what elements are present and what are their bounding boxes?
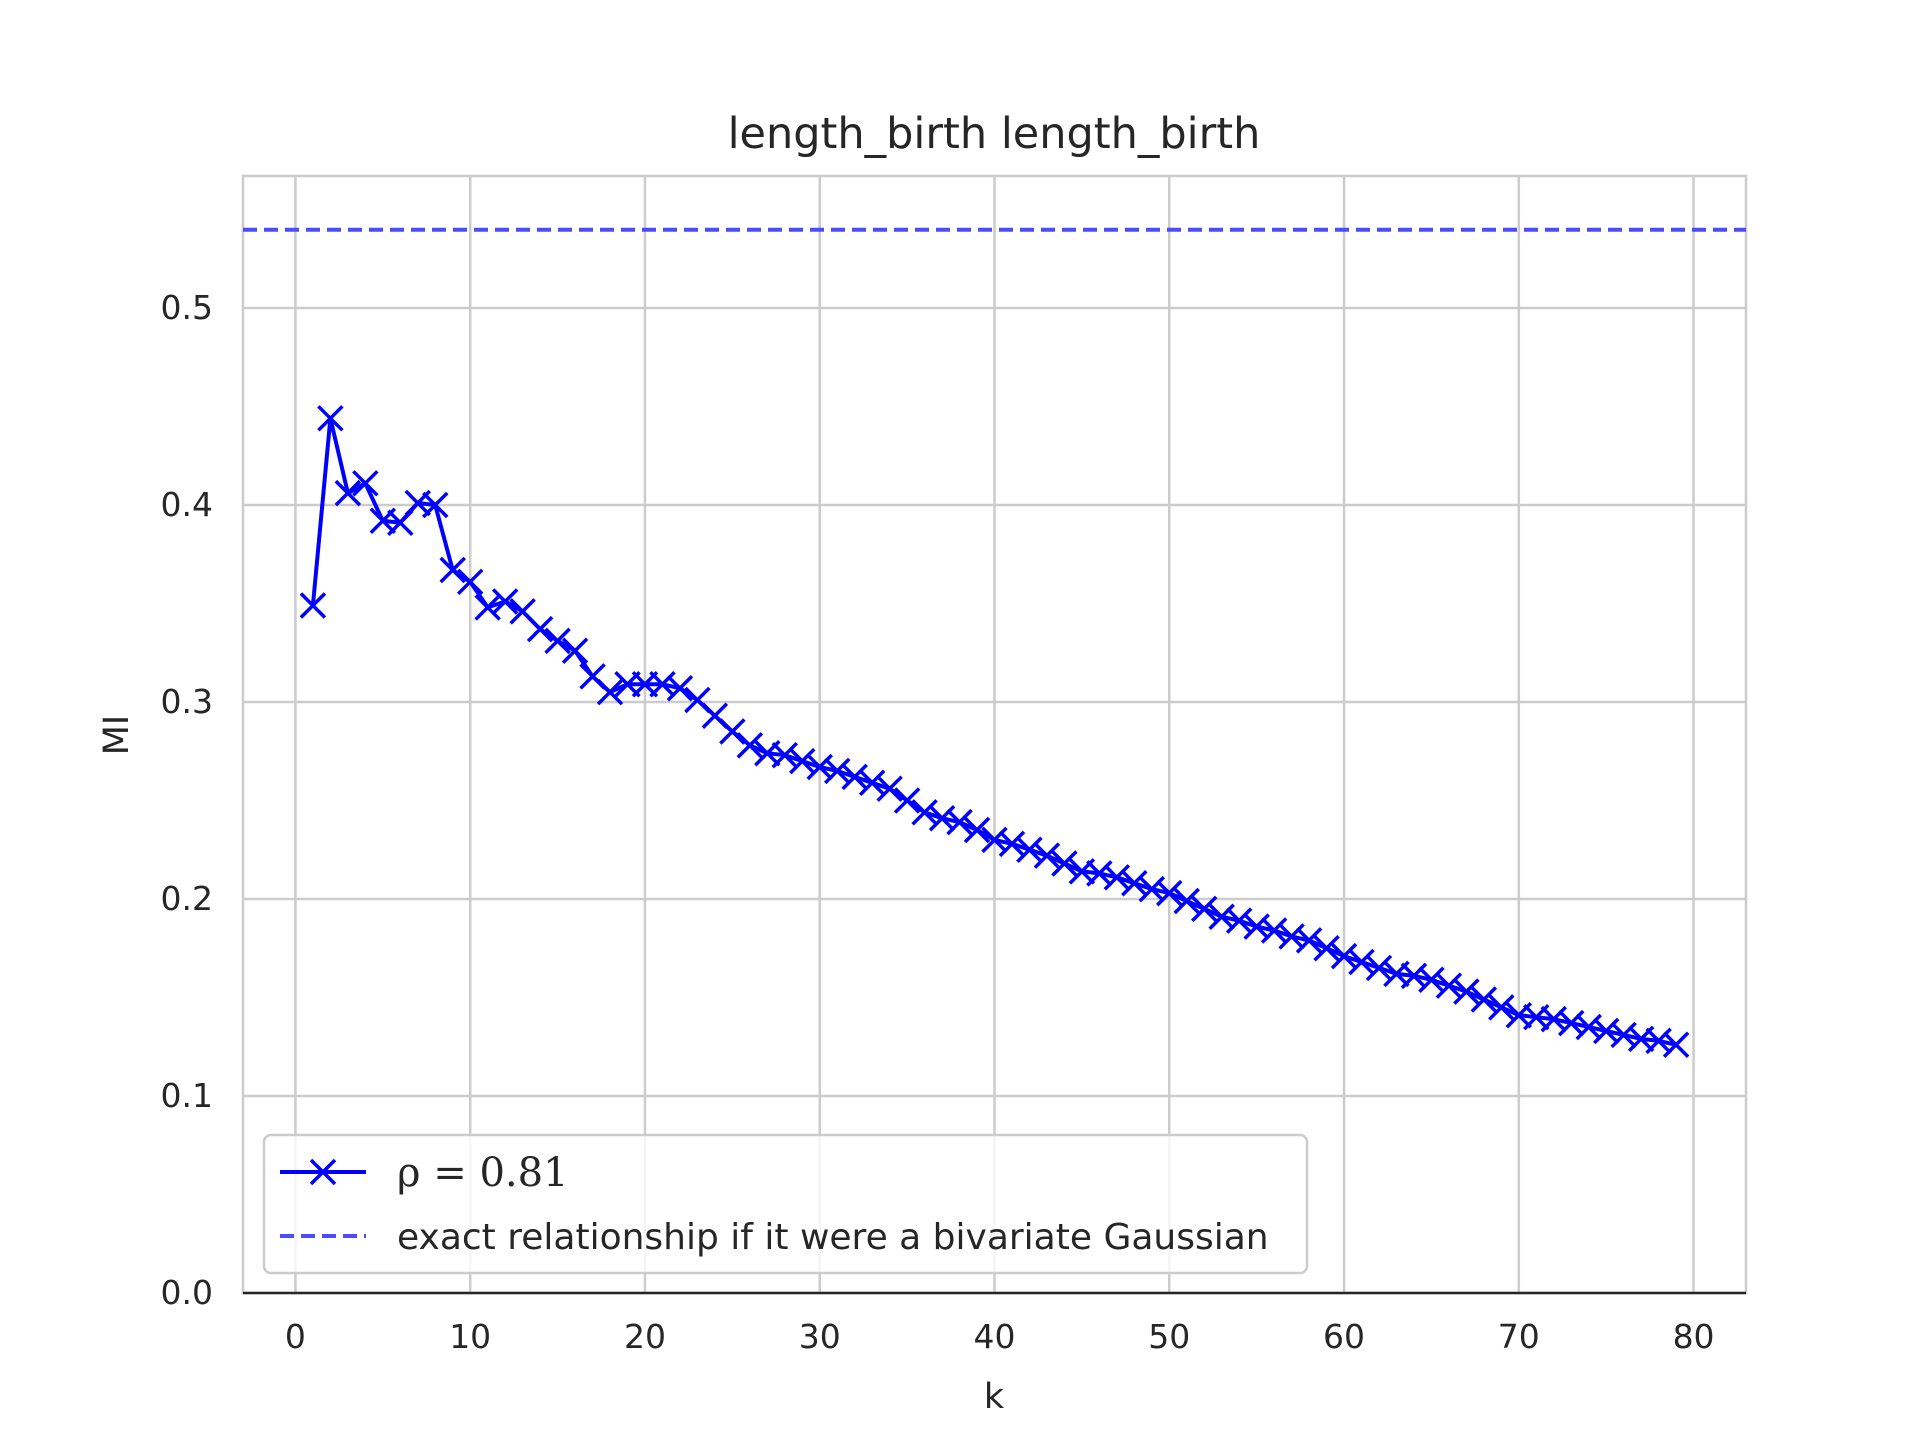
mi-point-marker bbox=[1033, 842, 1061, 869]
x-axis-title: k bbox=[984, 1377, 1005, 1417]
legend: ρ = 0.81 exact relationship if it were a… bbox=[262, 1133, 1309, 1275]
mi-point-marker bbox=[1313, 935, 1340, 962]
mi-point-marker bbox=[841, 763, 868, 791]
mi-point-marker bbox=[544, 627, 571, 655]
mi-point-marker bbox=[1051, 850, 1078, 877]
mi-point-marker bbox=[963, 816, 991, 844]
series-layer bbox=[243, 227, 1746, 1059]
mi-point-marker bbox=[491, 588, 519, 615]
mi-point-marker bbox=[1295, 927, 1323, 954]
x-tick-label: 20 bbox=[624, 1317, 666, 1356]
mi-point-marker bbox=[439, 556, 466, 584]
mi-point-marker bbox=[1488, 994, 1515, 1021]
grid bbox=[243, 176, 1746, 1293]
mi-point-marker bbox=[823, 757, 851, 785]
mi-point-marker bbox=[1121, 869, 1148, 897]
mi-point-marker bbox=[1418, 966, 1445, 994]
mi-point-marker bbox=[352, 470, 379, 497]
mi-point-marker bbox=[858, 769, 886, 797]
mi-point-marker bbox=[1348, 948, 1375, 976]
mi-point-marker bbox=[1173, 887, 1200, 915]
mi-point-marker bbox=[893, 787, 921, 814]
legend-marker-rho bbox=[309, 1158, 337, 1186]
mi-point-marker bbox=[876, 775, 903, 802]
mi-point-marker bbox=[561, 637, 589, 665]
mi-point-marker bbox=[596, 678, 624, 706]
mi-point-marker bbox=[1156, 879, 1183, 907]
legend-label-rho: ρ = 0.81 bbox=[397, 1150, 569, 1196]
y-tick-label: 0.1 bbox=[161, 1076, 213, 1115]
tick-labels: 0 10 20 30 40 50 60 70 80 0.0 0.1 0.2 0.3 0.4 0.5 bbox=[161, 288, 1715, 1356]
mi-point-marker bbox=[1330, 942, 1358, 970]
mi-point-marker bbox=[1190, 895, 1218, 923]
mi-point-marker bbox=[1470, 986, 1498, 1013]
y-tick-label: 0.4 bbox=[161, 485, 213, 524]
x-tick-label: 50 bbox=[1148, 1317, 1190, 1356]
x-tick-label: 0 bbox=[285, 1317, 306, 1356]
mi-point-marker bbox=[456, 568, 484, 596]
mi-point-marker bbox=[1260, 917, 1288, 944]
legend-label-gaussian: exact relationship if it were a bivariat… bbox=[397, 1217, 1269, 1258]
mi-point-marker bbox=[317, 405, 344, 432]
mi-point-marker bbox=[299, 592, 327, 619]
mi-point-marker bbox=[1453, 978, 1480, 1005]
y-tick-label: 0.5 bbox=[161, 288, 213, 327]
y-tick-label: 0.0 bbox=[161, 1273, 213, 1312]
x-tick-label: 40 bbox=[974, 1317, 1016, 1356]
mi-point-marker bbox=[771, 741, 799, 769]
mi-point-marker bbox=[1103, 864, 1131, 891]
mi-point-marker bbox=[719, 718, 746, 745]
x-tick-label: 10 bbox=[449, 1317, 491, 1356]
chart-title: length_birth length_birth bbox=[728, 109, 1261, 159]
mi-point-marker bbox=[998, 830, 1026, 858]
mi-point-marker bbox=[1016, 836, 1043, 863]
y-axis-title: MI bbox=[97, 715, 137, 756]
x-tick-label: 80 bbox=[1673, 1317, 1715, 1356]
mi-point-marker bbox=[789, 747, 816, 775]
legend-frame bbox=[262, 1133, 1309, 1275]
x-tick-label: 70 bbox=[1498, 1317, 1540, 1356]
mi-point-marker bbox=[526, 615, 554, 643]
mi-point-marker bbox=[474, 594, 501, 621]
mi-point-marker bbox=[911, 799, 938, 826]
mi-point-marker bbox=[334, 479, 362, 507]
x-tick-label: 30 bbox=[799, 1317, 841, 1356]
mi-point-marker bbox=[1225, 907, 1253, 934]
mi-point-marker bbox=[1662, 1031, 1690, 1059]
x-tick-label: 60 bbox=[1323, 1317, 1365, 1356]
mi-point-marker bbox=[666, 674, 694, 702]
mi-point-marker bbox=[736, 732, 764, 759]
mi-point-marker bbox=[1365, 954, 1393, 982]
y-tick-label: 0.3 bbox=[161, 682, 213, 721]
y-tick-label: 0.2 bbox=[161, 879, 213, 918]
mi-point-marker bbox=[946, 808, 973, 836]
mi-point-marker bbox=[1435, 972, 1463, 999]
mi-point-marker bbox=[422, 491, 449, 519]
